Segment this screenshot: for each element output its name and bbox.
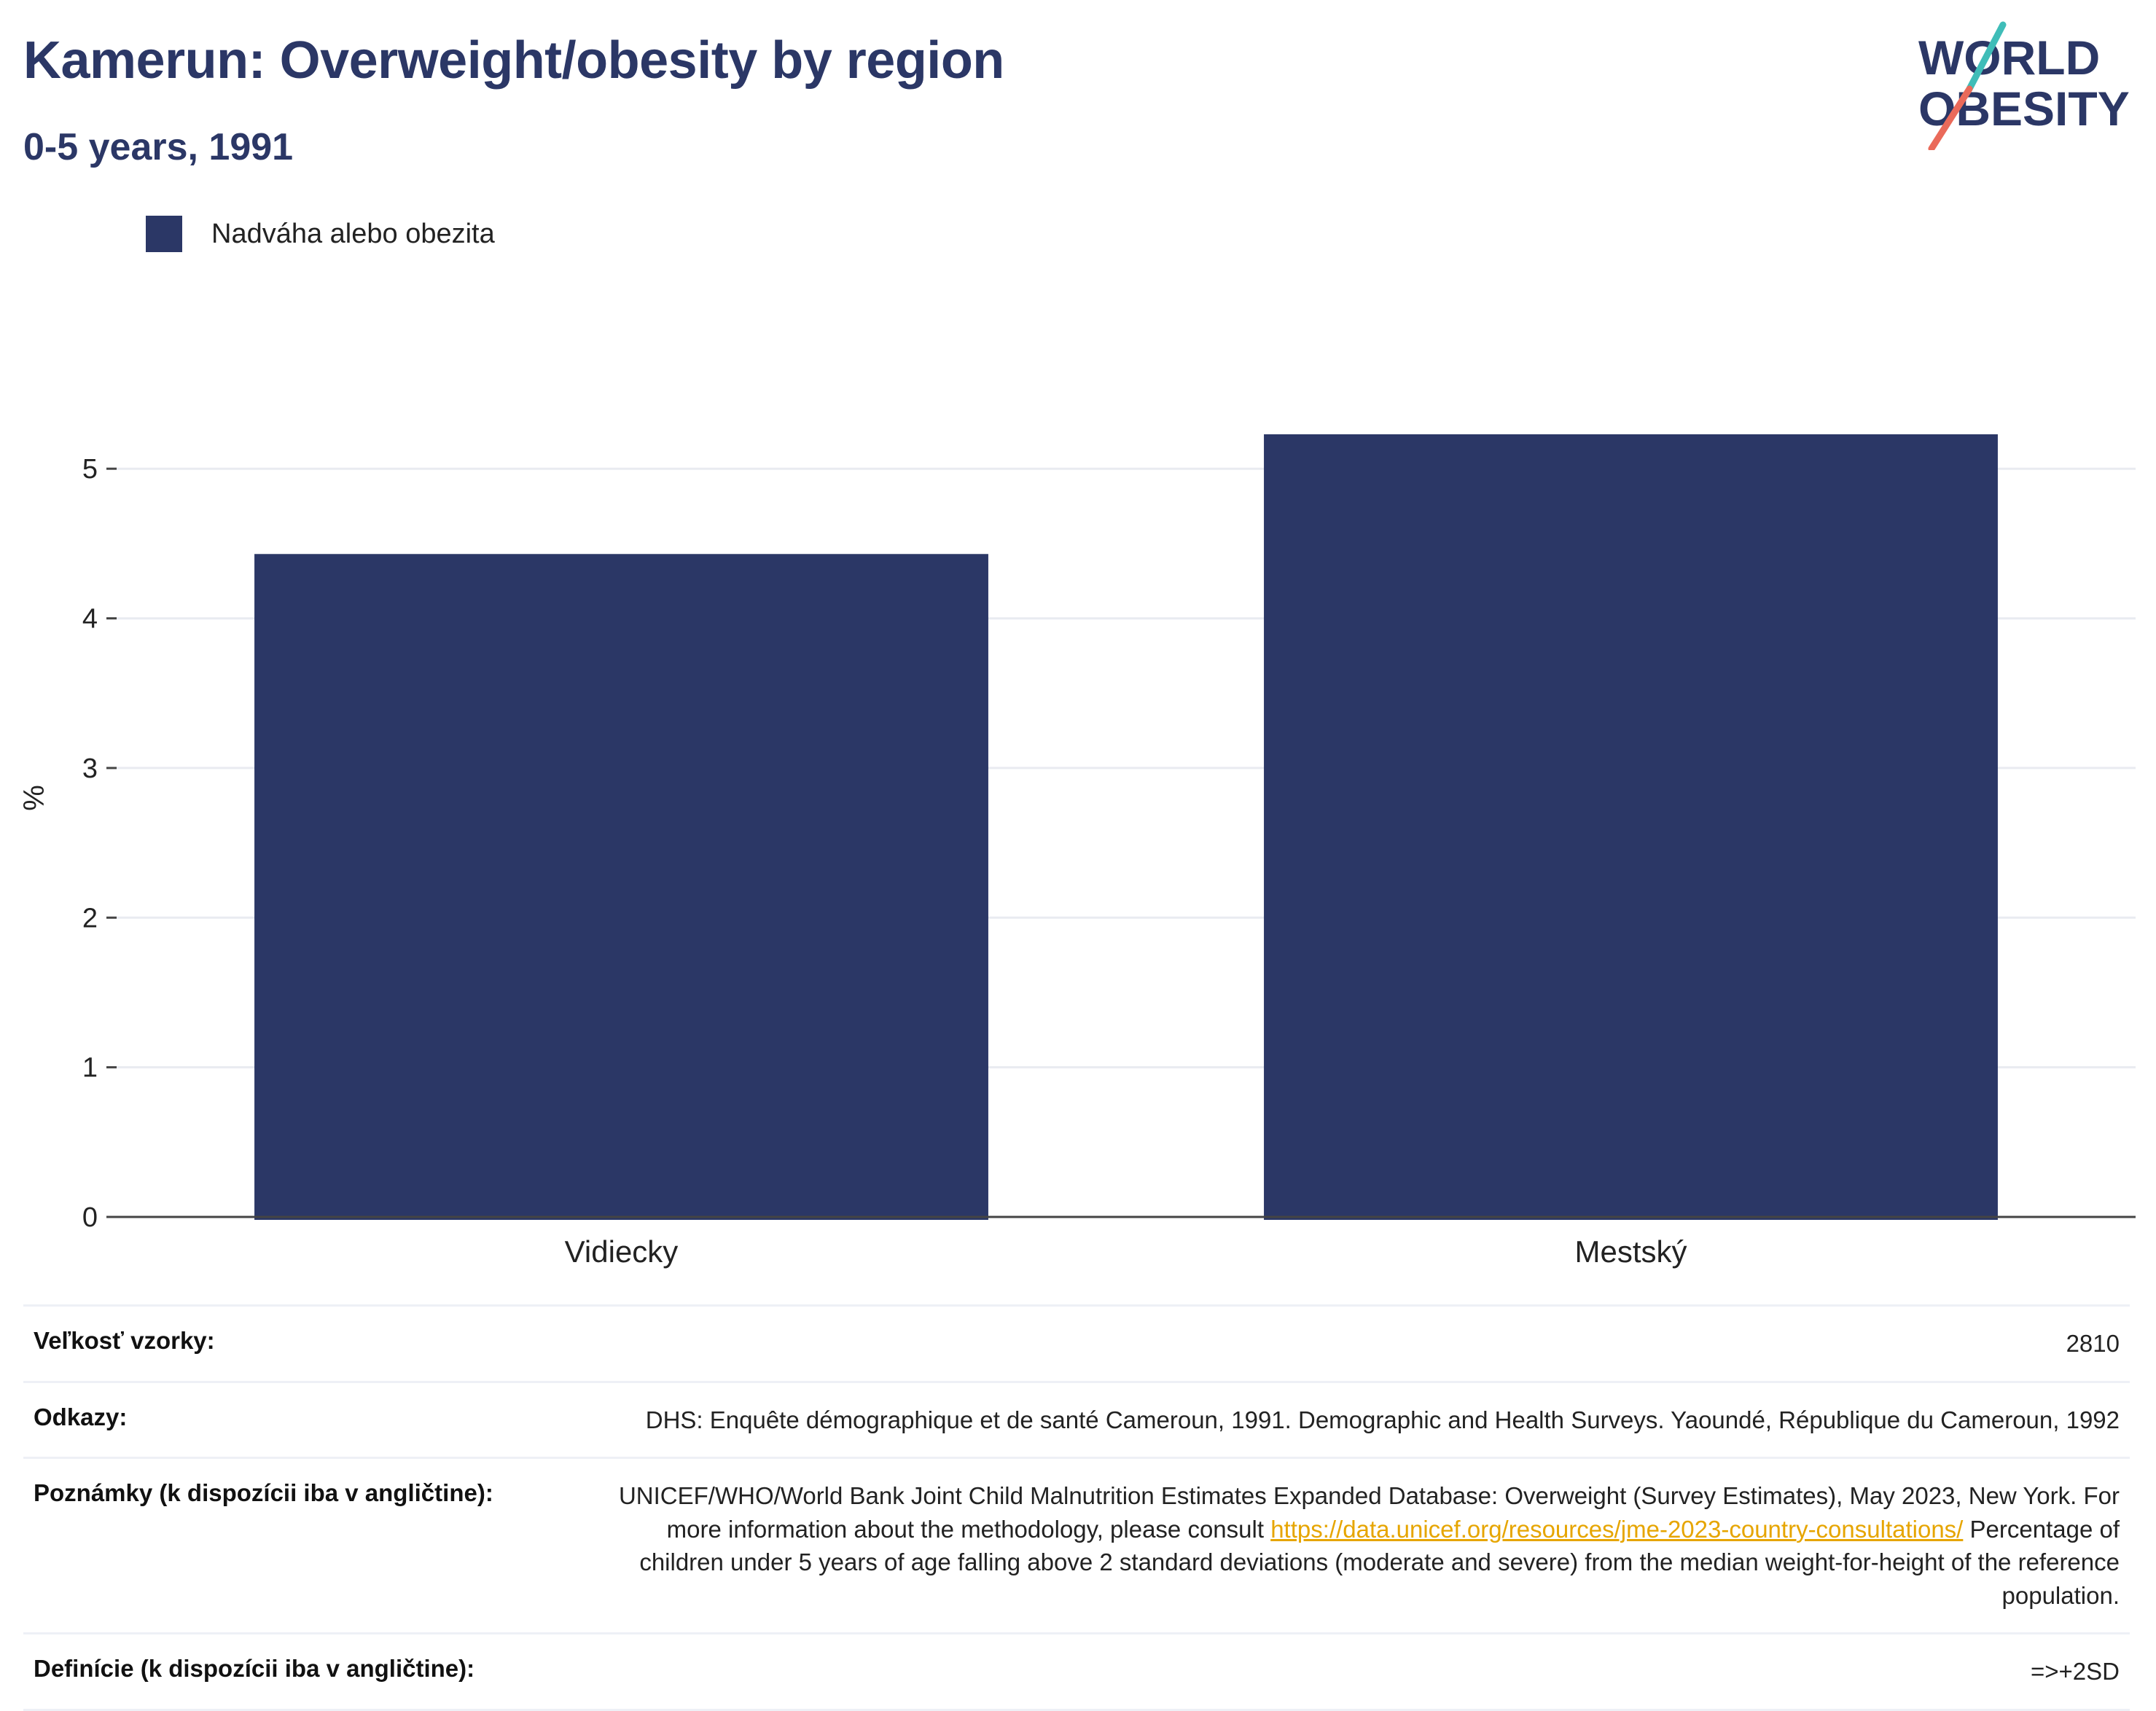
y-tick-label: 4	[82, 604, 98, 635]
y-tick-label: 3	[82, 753, 98, 784]
metadata-table: Veľkosť vzorky: 2810 Odkazy: DHS: Enquêt…	[23, 1304, 2130, 1711]
y-tick-label: 1	[82, 1053, 98, 1084]
definitions-value: =>+2SD	[2030, 1658, 2120, 1685]
sample-size-value: 2810	[2066, 1330, 2120, 1357]
notes-value: UNICEF/WHO/World Bank Joint Child Malnut…	[618, 1479, 2120, 1612]
notes-label: Poznámky (k dispozícii iba v angličtine)…	[34, 1479, 493, 1507]
logo-slash-bottom	[1928, 85, 1973, 150]
notes-text-before: UNICEF/WHO/World Bank Joint Child Malnut…	[618, 1482, 2120, 1543]
meta-row-sample-size: Veľkosť vzorky: 2810	[23, 1304, 2130, 1381]
legend-label: Nadváha alebo obezita	[211, 218, 495, 249]
logo-line1: WORLD	[1918, 31, 2100, 85]
chart-subtitle: 0-5 years, 1991	[23, 126, 294, 168]
notes-link[interactable]: https://data.unicef.org/resources/jme-20…	[1270, 1515, 1964, 1543]
references-value: DHS: Enquête démographique et de santé C…	[645, 1406, 2120, 1433]
bar[interactable]	[254, 554, 988, 1220]
x-tick-label: Vidiecky	[565, 1234, 679, 1269]
x-tick-label: Mestský	[1574, 1234, 1687, 1269]
y-tick-label: 2	[82, 903, 98, 933]
bar[interactable]	[1264, 434, 1998, 1220]
notes-text-after: Percentage of children under 5 years of …	[639, 1515, 2120, 1609]
chart-title: Kamerun: Overweight/obesity by region	[23, 31, 1004, 90]
world-obesity-logo: WORLD OBESITY	[1918, 21, 2130, 150]
definitions-label: Definície (k dispozícii iba v angličtine…	[34, 1655, 475, 1683]
x-axis-ticks: Vidiecky Mestský	[565, 1234, 1687, 1269]
meta-row-references: Odkazy: DHS: Enquête démographique et de…	[23, 1380, 2130, 1457]
legend: Nadváha alebo obezita	[146, 216, 495, 252]
meta-row-definitions: Definície (k dispozícii iba v angličtine…	[23, 1632, 2130, 1711]
meta-row-notes: Poznámky (k dispozícii iba v angličtine)…	[23, 1457, 2130, 1632]
bar-chart: 0 1 2 3 4 5 Vidiecky Mestský %	[18, 434, 2136, 1269]
y-tick-label: 0	[82, 1202, 98, 1233]
sample-size-label: Veľkosť vzorky:	[34, 1327, 215, 1354]
bars	[254, 434, 1998, 1220]
y-axis-ticks: 0 1 2 3 4 5	[82, 454, 117, 1233]
logo-slash-top	[1966, 21, 2007, 93]
references-label: Odkazy:	[34, 1403, 128, 1430]
y-axis-label: %	[18, 785, 50, 811]
y-tick-label: 5	[82, 454, 98, 485]
legend-swatch	[146, 216, 182, 252]
